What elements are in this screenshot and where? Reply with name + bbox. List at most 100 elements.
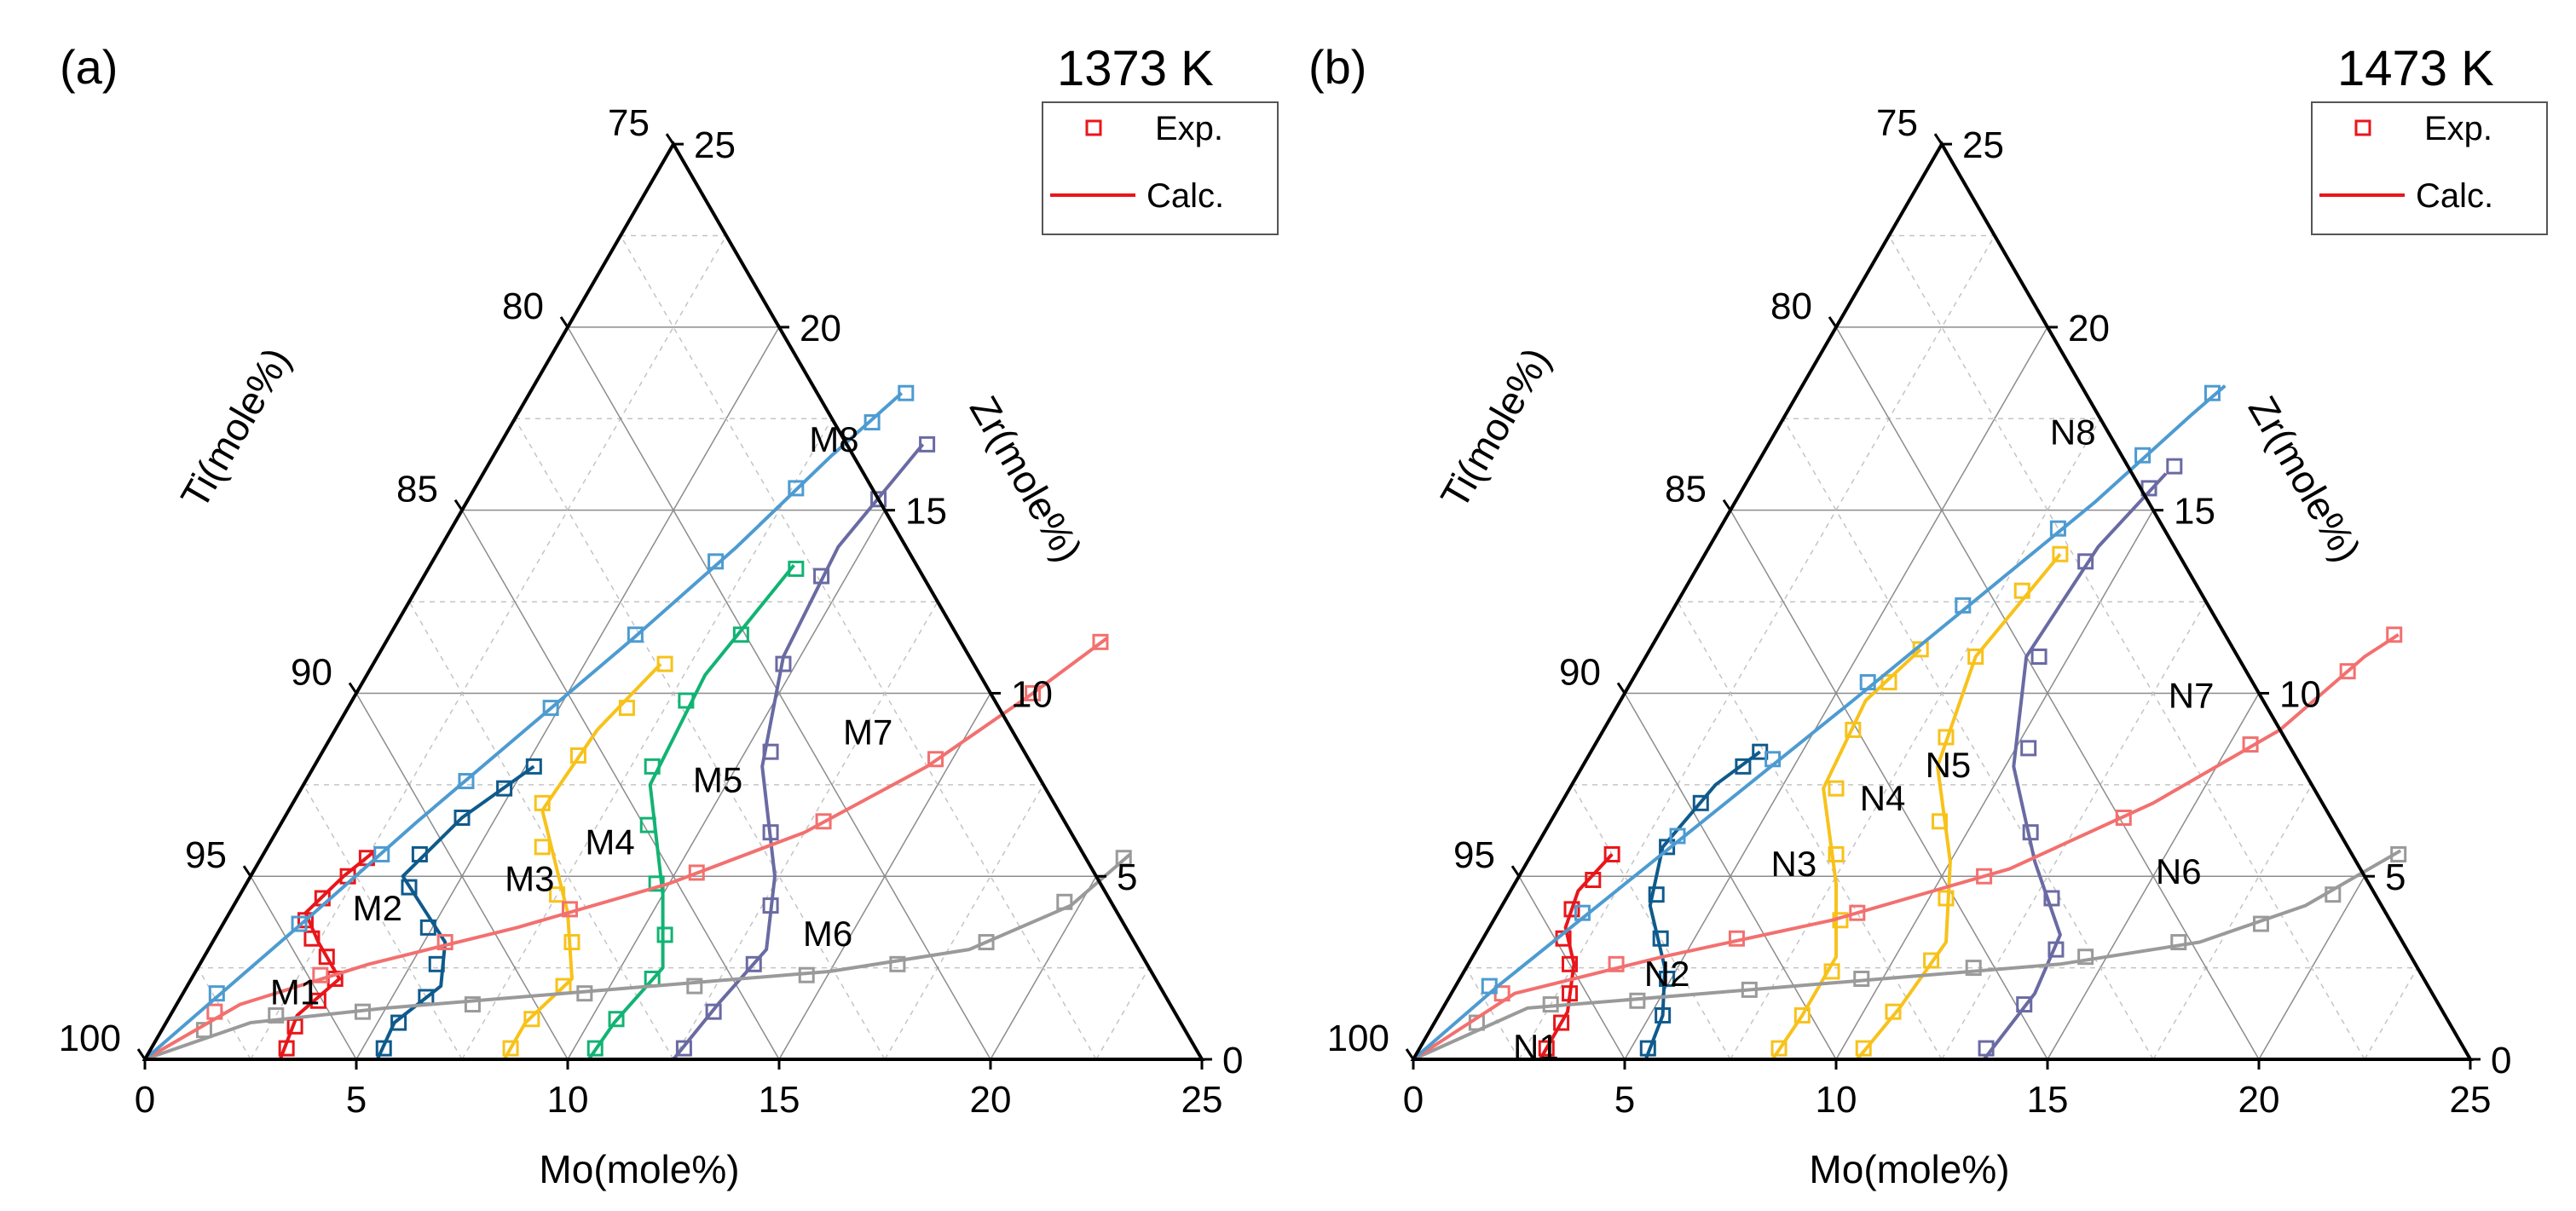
tick-label-ti: 80 bbox=[502, 285, 544, 327]
exp-point-n5 bbox=[2166, 458, 2183, 475]
exp-point-m7 bbox=[561, 901, 578, 918]
exp-point-n1 bbox=[1563, 901, 1580, 918]
exp-point-n8 bbox=[1669, 828, 1686, 845]
grid-line-ti bbox=[1571, 784, 1731, 1060]
exp-point-n3 bbox=[1770, 1040, 1788, 1057]
exp-point-m7 bbox=[206, 1003, 223, 1020]
grid-line-ti bbox=[408, 601, 674, 1060]
exp-point-n5 bbox=[2016, 996, 2033, 1013]
exp-point-n8 bbox=[1859, 674, 1876, 691]
grid-line-mo bbox=[250, 235, 727, 1060]
exp-point-n6 bbox=[2170, 934, 2187, 951]
curve-label-n7: N7 bbox=[2169, 676, 2215, 716]
panel-a-label: (a) bbox=[60, 40, 118, 94]
tick-mark-ti bbox=[1616, 682, 1626, 695]
calc-line-n6 bbox=[1412, 849, 2402, 1061]
panel-b-bottom-axis-label: Mo(mole%) bbox=[1809, 1147, 2009, 1191]
grid-line-ti bbox=[250, 875, 357, 1060]
tick-label-ti: 80 bbox=[1770, 285, 1812, 327]
panel-b-left-axis-label: Ti(mole%) bbox=[1432, 340, 1559, 516]
exp-point-n7 bbox=[1849, 904, 1866, 921]
exp-point-n2 bbox=[1639, 1040, 1656, 1057]
exp-point-m8 bbox=[627, 626, 644, 643]
exp-point-m2 bbox=[428, 955, 445, 972]
exp-point-n7 bbox=[2115, 809, 2132, 826]
exp-point-n5 bbox=[2043, 890, 2060, 907]
exp-point-m4 bbox=[788, 560, 805, 577]
exp-point-n4 bbox=[1923, 952, 1940, 969]
exp-point-n6 bbox=[1741, 981, 1758, 998]
exp-point-m1 bbox=[278, 1040, 295, 1057]
exp-point-m4 bbox=[656, 926, 673, 943]
exp-point-n2 bbox=[1659, 970, 1676, 987]
tick-label-zr: 10 bbox=[1011, 673, 1053, 715]
grid-line-ti bbox=[567, 326, 991, 1060]
exp-point-n1 bbox=[1538, 1040, 1555, 1057]
tick-label-mo: 25 bbox=[2450, 1079, 2492, 1121]
calc-line-n8 bbox=[1412, 384, 2227, 1061]
tick-mark-ti bbox=[348, 682, 358, 695]
panel-b-curve-labels: N1 N2 N3 N4 N5 N6 N7 N8 bbox=[1513, 412, 2215, 1067]
exp-point-m7 bbox=[436, 934, 453, 951]
exp-point-m4 bbox=[608, 1011, 625, 1028]
exp-point-n3 bbox=[1823, 963, 1840, 980]
exp-point-n5 bbox=[2077, 553, 2094, 570]
exp-point-n5 bbox=[2048, 941, 2065, 958]
curve-label-n1: N1 bbox=[1513, 1027, 1559, 1067]
exp-point-n3 bbox=[1793, 1006, 1811, 1024]
legend-box bbox=[2311, 101, 2548, 235]
exp-point-m8 bbox=[863, 414, 881, 431]
exp-point-m7 bbox=[927, 751, 944, 768]
exp-point-m5 bbox=[675, 1040, 692, 1057]
tick-mark-ti bbox=[1933, 133, 1944, 145]
tick-label-mo: 10 bbox=[547, 1079, 589, 1121]
grid-line-ti bbox=[620, 235, 1097, 1060]
calc-line-n5 bbox=[1983, 472, 2168, 1061]
tick-label-ti: 100 bbox=[1327, 1018, 1389, 1059]
tick-label-zr: 25 bbox=[694, 124, 736, 166]
panel-a-grid bbox=[197, 234, 1150, 1060]
exp-point-n8 bbox=[2203, 384, 2221, 401]
grid-line-ti bbox=[1677, 601, 1943, 1060]
tick-label-mo: 25 bbox=[1181, 1079, 1223, 1121]
grid-line-ti bbox=[1465, 967, 1520, 1060]
exp-point-m4 bbox=[732, 626, 749, 643]
tick-label-ti: 90 bbox=[1559, 651, 1601, 693]
panel-a-left-axis-label: Ti(mole%) bbox=[172, 340, 299, 516]
grid-line-mo bbox=[1941, 601, 2207, 1060]
tick-mark-ti bbox=[1722, 499, 1732, 511]
grid-line-ti bbox=[355, 693, 569, 1060]
tick-label-ti: 100 bbox=[59, 1018, 121, 1059]
exp-point-m8 bbox=[542, 700, 559, 717]
exp-point-n7 bbox=[2339, 663, 2356, 680]
exp-point-n4 bbox=[1967, 648, 1984, 665]
exp-point-m7 bbox=[815, 813, 832, 830]
exp-point-n5 bbox=[2020, 740, 2037, 757]
exp-point-n2 bbox=[1648, 886, 1665, 903]
exp-point-n8 bbox=[1481, 977, 1498, 995]
panel-b-right-axis-label: Zr(mole%) bbox=[2240, 389, 2370, 569]
tick-mark-ti bbox=[1405, 1048, 1415, 1060]
tick-mark-ti bbox=[242, 865, 252, 878]
exp-point-m2 bbox=[496, 780, 513, 797]
exp-point-m4 bbox=[586, 1040, 604, 1057]
grid-line-mo bbox=[884, 784, 1044, 1060]
exp-point-n6 bbox=[2325, 886, 2342, 903]
exp-point-m6 bbox=[798, 966, 815, 983]
tick-label-ti: 75 bbox=[608, 102, 650, 144]
exp-point-n7 bbox=[1728, 930, 1745, 947]
panel-a-legend: Exp. Calc. bbox=[1042, 101, 1279, 235]
exp-point-n4 bbox=[1855, 1040, 1872, 1057]
exp-point-m3 bbox=[656, 655, 673, 672]
exp-point-m3 bbox=[534, 794, 551, 811]
exp-point-m6 bbox=[268, 1006, 285, 1024]
exp-point-n6 bbox=[1629, 992, 1646, 1009]
exp-point-m5 bbox=[705, 1003, 722, 1020]
exp-point-n8 bbox=[2134, 447, 2151, 464]
curve-label-n5: N5 bbox=[1926, 745, 1972, 785]
grid-line-ti bbox=[1730, 510, 2048, 1060]
legend-exp-label: Exp. bbox=[2424, 110, 2492, 147]
curve-label-m7: M7 bbox=[843, 712, 892, 753]
legend-box bbox=[1042, 101, 1279, 235]
